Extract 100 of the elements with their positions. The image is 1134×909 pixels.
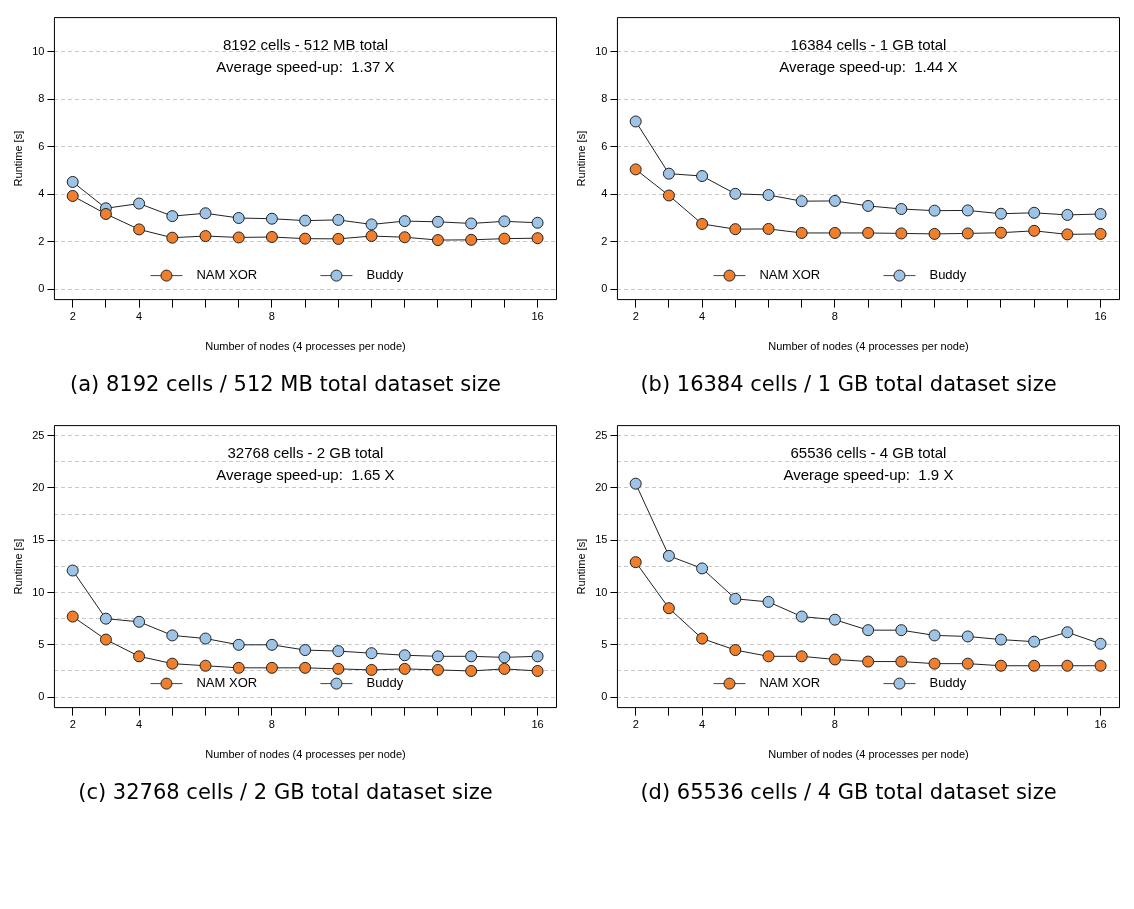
point	[1028, 659, 1041, 672]
point	[232, 638, 245, 651]
point	[66, 610, 79, 623]
y-tick-label: 8	[38, 92, 45, 105]
point	[729, 223, 742, 236]
point	[531, 216, 544, 229]
point	[199, 632, 212, 645]
y-tick-label: 0	[38, 690, 45, 703]
point	[431, 215, 444, 228]
point	[498, 651, 511, 664]
point	[928, 227, 941, 240]
point	[332, 232, 345, 245]
point	[696, 217, 709, 230]
legend-label: NAM XOR	[196, 267, 258, 283]
point	[199, 659, 212, 672]
point	[629, 115, 642, 128]
x-tick-label: 4	[699, 310, 706, 323]
point	[199, 207, 212, 220]
point	[1028, 224, 1041, 237]
point	[398, 662, 411, 675]
x-axis-title: Number of nodes (4 processes per node)	[768, 340, 969, 353]
point	[696, 562, 709, 575]
text: 8192 cells - 512 MB total	[222, 35, 389, 53]
point	[1094, 227, 1107, 240]
x-tick-label: 2	[632, 718, 639, 731]
point	[166, 231, 179, 244]
point	[398, 215, 411, 228]
y-tick-label: 8	[601, 92, 608, 105]
point	[299, 644, 312, 657]
text: 65536 cells - 4 GB total	[790, 443, 947, 461]
x-tick-label: 8	[831, 718, 838, 731]
y-tick-label: 10	[32, 45, 45, 58]
point	[828, 226, 841, 239]
point	[398, 649, 411, 662]
x-tick-label: 8	[831, 310, 838, 323]
point	[862, 624, 875, 637]
point	[862, 226, 875, 239]
point	[1061, 626, 1074, 639]
text: Average speed-up: 1.44 X	[779, 57, 958, 75]
point	[629, 556, 642, 569]
point	[928, 204, 941, 217]
point	[232, 231, 245, 244]
point	[795, 195, 808, 208]
y-tick-label: 4	[601, 187, 608, 200]
point	[99, 612, 112, 625]
x-tick-label: 2	[632, 310, 639, 323]
y-tick-label: 25	[595, 428, 608, 441]
point	[696, 632, 709, 645]
point	[828, 653, 841, 666]
y-tick-label: 2	[38, 234, 45, 247]
text: Average speed-up: 1.37 X	[216, 57, 395, 75]
point	[994, 226, 1007, 239]
y-tick-label: 5	[601, 637, 608, 650]
point	[862, 655, 875, 668]
y-axis-title: Runtime [s]	[11, 130, 24, 187]
point	[99, 633, 112, 646]
point	[994, 659, 1007, 672]
y-axis-title: Runtime [s]	[574, 130, 587, 187]
point	[365, 230, 378, 243]
point	[961, 204, 974, 217]
point	[299, 232, 312, 245]
text: 32768 cells - 2 GB total	[227, 443, 384, 461]
text: (d) 65536 cells / 4 GB total dataset size	[640, 780, 1057, 804]
point	[762, 222, 775, 235]
legend-label: NAM XOR	[759, 675, 821, 691]
point	[961, 657, 974, 670]
point	[332, 645, 345, 658]
point	[795, 650, 808, 663]
legend-label: NAM XOR	[759, 267, 821, 283]
point	[994, 207, 1007, 220]
point	[1061, 208, 1074, 221]
point	[961, 630, 974, 643]
point	[762, 189, 775, 202]
point	[895, 655, 908, 668]
legend-label: Buddy	[366, 675, 404, 691]
point	[1028, 635, 1041, 648]
point	[133, 223, 146, 236]
x-tick-label: 16	[1094, 310, 1107, 323]
point	[994, 633, 1007, 646]
text: (c) 32768 cells / 2 GB total dataset size	[78, 780, 493, 804]
point	[465, 217, 478, 230]
point	[166, 210, 179, 223]
point	[1061, 659, 1074, 672]
point	[795, 226, 808, 239]
point	[662, 549, 675, 562]
point	[828, 194, 841, 207]
x-tick-label: 16	[531, 718, 544, 731]
point	[1061, 228, 1074, 241]
point	[465, 664, 478, 677]
point	[465, 650, 478, 663]
point	[895, 203, 908, 215]
point	[232, 661, 245, 674]
text: (a) 8192 cells / 512 MB total dataset size	[70, 372, 501, 396]
point	[365, 647, 378, 660]
text: (b) 16384 cells / 1 GB total dataset size	[640, 372, 1057, 396]
x-tick-label: 2	[69, 718, 76, 731]
legend-label: Buddy	[929, 675, 967, 691]
point	[133, 615, 146, 628]
x-tick-label: 2	[69, 310, 76, 323]
y-tick-label: 10	[595, 585, 608, 598]
